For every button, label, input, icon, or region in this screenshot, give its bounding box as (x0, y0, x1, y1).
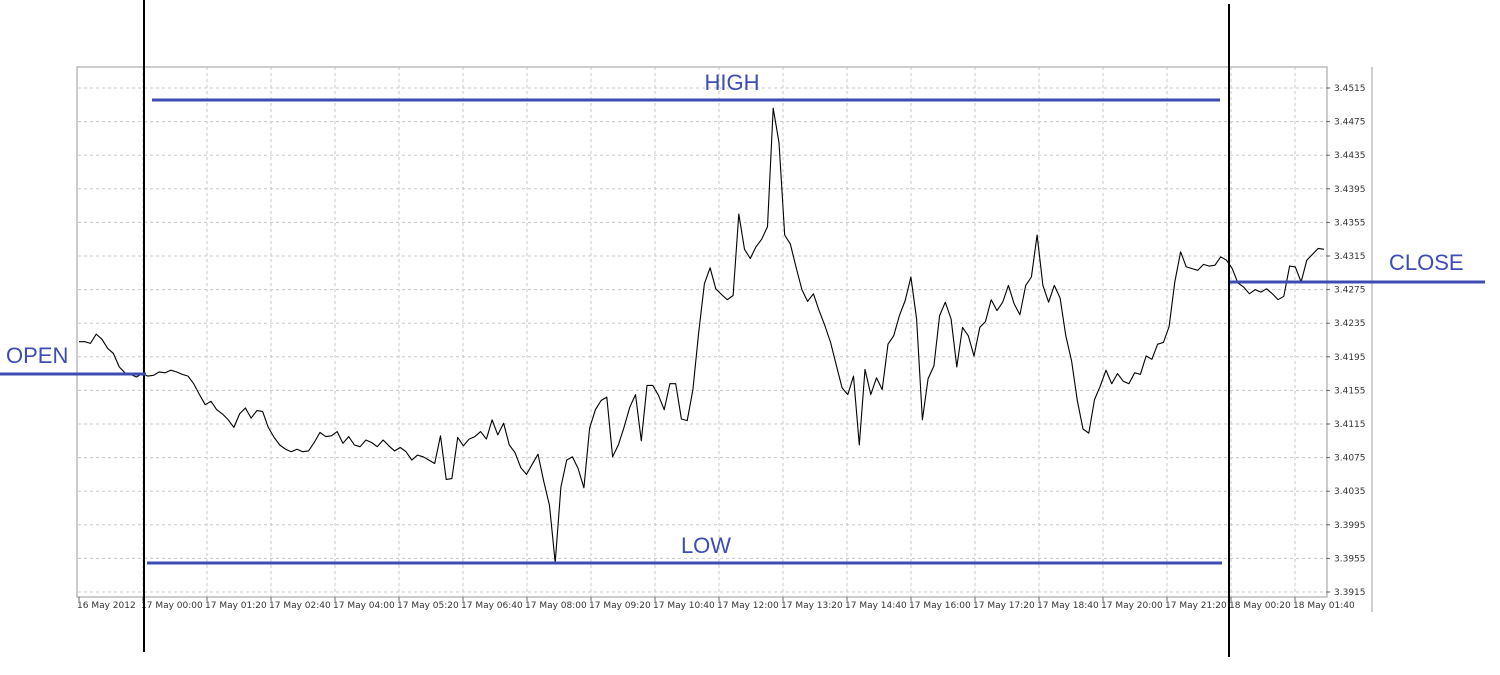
price-series-line (79, 107, 1325, 564)
price-axis: 3.4515 3.4475 3.4435 3.4395 3.4355 3.4315 3.42… (1326, 84, 1366, 598)
x-tick-label: 17 May 04:00 (333, 601, 395, 611)
y-tick-label: 3.4395 (1334, 185, 1366, 195)
y-tick-label: 3.3955 (1334, 554, 1366, 564)
y-tick-label: 3.4195 (1334, 353, 1366, 363)
close-label: CLOSE (1389, 250, 1464, 275)
series-layer (79, 107, 1325, 564)
y-tick-label: 3.4515 (1334, 84, 1366, 94)
x-tick-label: 17 May 16:00 (909, 601, 971, 611)
y-tick-label: 3.4435 (1334, 151, 1366, 161)
high-label: HIGH (705, 70, 760, 95)
time-axis: 16 May 2012 17 May 00:00 17 May 01:20 17 Ma… (77, 597, 1355, 611)
y-tick-label: 3.4315 (1334, 252, 1366, 262)
y-tick-label: 3.3915 (1334, 588, 1366, 598)
y-tick-label: 3.4355 (1334, 218, 1366, 228)
x-tick-label: 17 May 13:20 (781, 601, 843, 611)
y-tick-label: 3.4115 (1334, 420, 1366, 430)
x-tick-label: 17 May 01:20 (205, 601, 267, 611)
x-tick-label: 16 May 2012 (77, 601, 136, 611)
x-tick-label: 17 May 02:40 (269, 601, 331, 611)
x-tick-label: 17 May 00:00 (141, 601, 203, 611)
x-tick-label: 17 May 12:00 (717, 601, 779, 611)
y-tick-label: 3.4075 (1334, 454, 1366, 464)
y-tick-label: 3.4475 (1334, 118, 1366, 128)
x-tick-label: 17 May 05:20 (397, 601, 459, 611)
x-tick-label: 17 May 08:00 (525, 601, 587, 611)
open-label: OPEN (6, 343, 68, 368)
x-tick-label: 18 May 00:20 (1229, 601, 1291, 611)
x-tick-label: 17 May 06:40 (461, 601, 523, 611)
x-tick-label: 17 May 17:20 (973, 601, 1035, 611)
low-label: LOW (681, 533, 731, 558)
x-tick-label: 17 May 10:40 (653, 601, 715, 611)
y-tick-label: 3.4275 (1334, 286, 1366, 296)
x-tick-label: 17 May 18:40 (1037, 601, 1099, 611)
x-tick-label: 17 May 21:20 (1165, 601, 1227, 611)
x-tick-label: 17 May 09:20 (589, 601, 651, 611)
y-tick-label: 3.4035 (1334, 487, 1366, 497)
y-tick-label: 3.4155 (1334, 386, 1366, 396)
y-tick-label: 3.3995 (1334, 521, 1366, 531)
y-tick-label: 3.4235 (1334, 319, 1366, 329)
x-tick-label: 17 May 20:00 (1101, 601, 1163, 611)
x-tick-label: 18 May 01:40 (1293, 601, 1355, 611)
x-tick-label: 17 May 14:40 (845, 601, 907, 611)
plot-frame (76, 66, 1328, 598)
